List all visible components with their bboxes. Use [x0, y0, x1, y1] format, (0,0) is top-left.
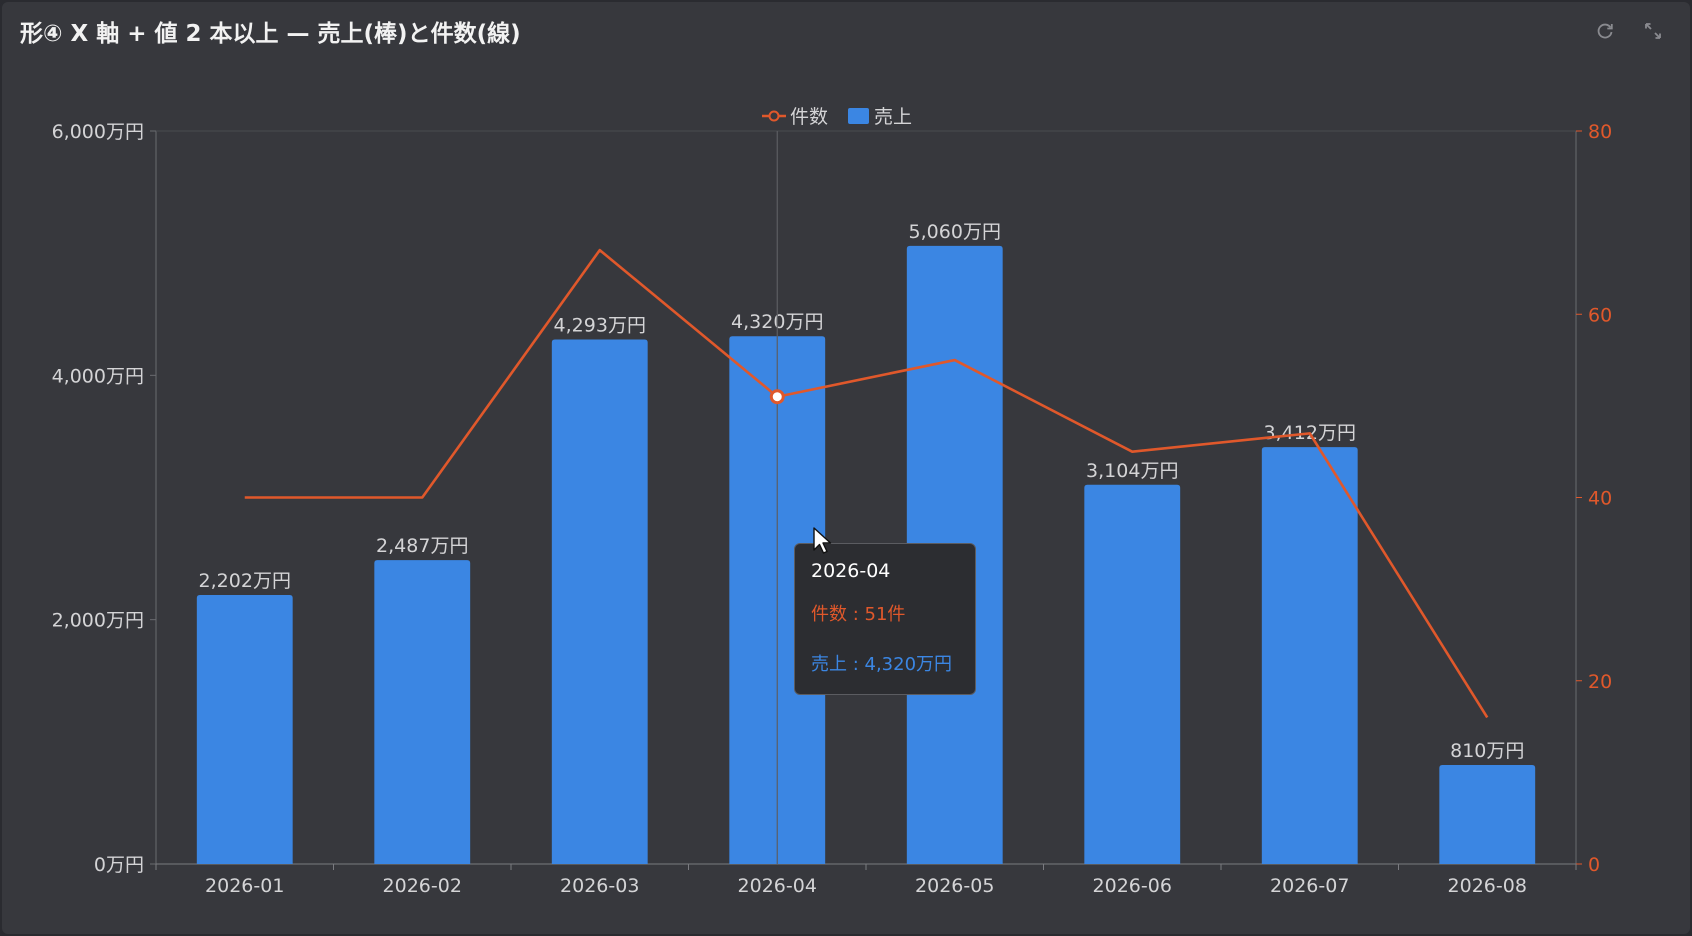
tooltip-title: 2026-04 [811, 560, 891, 582]
legend-bar-swatch [848, 108, 869, 124]
bar-value-label: 810万円 [1450, 740, 1524, 762]
bar-value-label: 5,060万円 [909, 221, 1001, 243]
refresh-icon [1597, 23, 1613, 39]
line-point-highlight [769, 389, 785, 405]
y-left-tick-label: 2,000万円 [52, 610, 144, 632]
x-tick-label: 2026-02 [383, 875, 462, 897]
y-right-tick-label: 40 [1588, 488, 1612, 510]
bar [1261, 447, 1358, 864]
expand-button[interactable] [1640, 18, 1666, 44]
bar-value-label: 2,202万円 [199, 570, 291, 592]
chart-tooltip: 2026-04 件数 : 51件 売上 : 4,320万円 [794, 543, 976, 695]
x-tick-label: 2026-03 [560, 875, 639, 897]
refresh-button[interactable] [1592, 18, 1618, 44]
y-right-tick-label: 60 [1588, 304, 1612, 326]
bar [1084, 484, 1181, 864]
y-left-tick-label: 6,000万円 [52, 121, 144, 143]
mouse-cursor-icon [813, 527, 832, 554]
legend-label-sales: 売上 [874, 106, 912, 128]
count-line [244, 248, 1489, 719]
bar [1439, 765, 1536, 864]
bar [374, 560, 471, 864]
legend-line-marker [768, 110, 780, 122]
x-tick-label: 2026-05 [915, 875, 994, 897]
y-left-tick-label: 4,000万円 [52, 365, 144, 387]
x-tick-label: 2026-04 [738, 875, 817, 897]
y-right-tick-label: 0 [1588, 854, 1600, 876]
panel-title: 形④ X 軸 + 値 2 本以上 — 売上(棒)と件数(線) [20, 21, 521, 47]
x-tick-label: 2026-07 [1270, 875, 1349, 897]
bar-value-label: 4,293万円 [554, 315, 646, 337]
y-right-tick-label: 80 [1588, 121, 1612, 143]
y-right-tick-label: 20 [1588, 671, 1612, 693]
x-tick-label: 2026-08 [1448, 875, 1527, 897]
legend-label-count: 件数 [790, 106, 828, 128]
tooltip-line-value: 件数 : 51件 [811, 604, 906, 625]
bar-value-label: 3,104万円 [1086, 460, 1178, 482]
bar [551, 339, 648, 864]
expand-icon [1645, 23, 1661, 39]
bar [196, 594, 293, 864]
x-tick-label: 2026-06 [1093, 875, 1172, 897]
tooltip-bar-value: 売上 : 4,320万円 [811, 654, 953, 675]
y-left-tick-label: 0万円 [94, 854, 144, 876]
bar-value-label: 2,487万円 [376, 535, 468, 557]
x-tick-label: 2026-01 [205, 875, 284, 897]
panel-tools [1592, 18, 1666, 44]
